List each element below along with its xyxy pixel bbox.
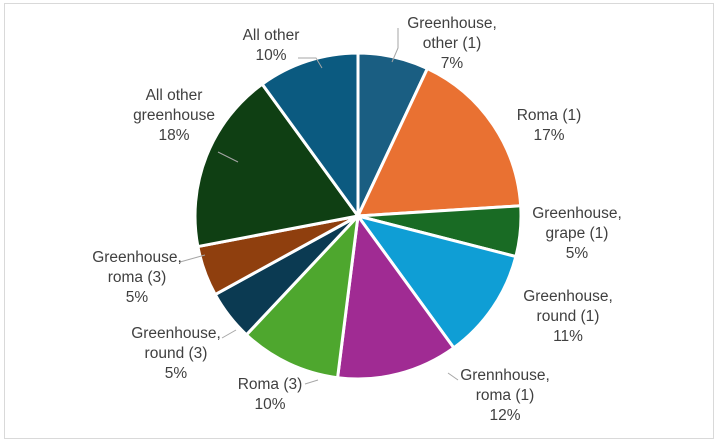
data-label: Greenhouse, other (1) 7% [407,15,497,72]
leader-line [221,329,237,339]
leader-line [304,379,319,385]
pie-slice [336,214,456,381]
pie-slice [244,214,360,380]
data-label: Greenhouse, round (3) 5% [131,325,221,382]
data-label: Grennhouse, roma (1) 12% [460,367,550,424]
pie-slice [260,51,360,218]
leader-line [391,28,399,63]
leader-line [179,254,206,263]
pie-slice [356,67,523,218]
data-label: Roma (3) 10% [238,376,303,413]
leader-line [298,57,323,69]
pie-slice [356,214,518,350]
pie-slice [193,82,360,249]
leader-line [447,372,459,381]
leader-line [217,151,239,163]
data-label: Greenhouse, round (1) 11% [523,288,613,345]
data-label: All other greenhouse 18% [133,87,215,144]
data-label: All other 10% [243,27,300,64]
data-label: Greenhouse, roma (3) 5% [92,249,182,306]
data-label: Roma (1) 17% [517,107,582,144]
data-label: Greenhouse, grape (1) 5% [532,205,622,262]
